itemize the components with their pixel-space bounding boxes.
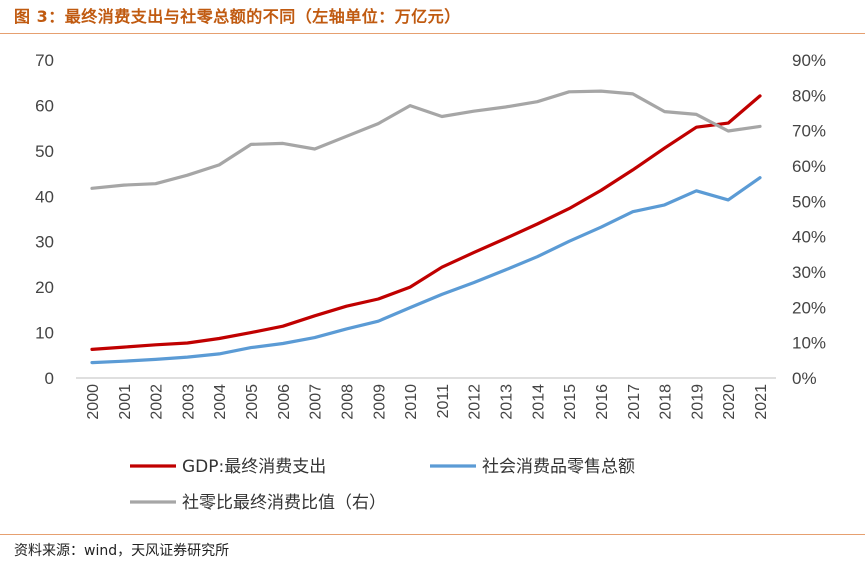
- right-axis-tick-label: 0%: [792, 369, 817, 388]
- x-axis-tick-label: 2020: [721, 384, 738, 420]
- right-axis-tick-label: 60%: [792, 157, 826, 176]
- x-axis-tick-label: 2021: [753, 384, 770, 420]
- legend-label: GDP:最终消费支出: [182, 457, 326, 477]
- figure-title: 图 3：最终消费支出与社零总额的不同（左轴单位：万亿元）: [14, 7, 461, 26]
- right-axis-tick-label: 10%: [792, 334, 826, 353]
- x-axis-tick-label: 2000: [85, 384, 102, 420]
- legend-label: 社会消费品零售总额: [482, 457, 635, 477]
- left-axis-tick-label: 10: [35, 324, 54, 343]
- series-line-1: [90, 94, 762, 351]
- title-divider: [0, 33, 865, 34]
- x-axis-tick-label: 2012: [467, 384, 484, 420]
- right-axis-tick-label: 40%: [792, 228, 826, 247]
- left-axis-tick-label: 50: [35, 142, 54, 161]
- left-y-axis: 0 10 20 30 40 50 60 70: [35, 51, 54, 388]
- x-axis-tick-label: 2015: [562, 384, 579, 420]
- series-lines: [90, 89, 762, 365]
- left-axis-tick-label: 70: [35, 51, 54, 70]
- left-axis-tick-label: 20: [35, 278, 54, 297]
- left-axis-tick-label: 40: [35, 187, 54, 206]
- left-axis-tick-label: 30: [35, 233, 54, 252]
- right-axis-tick-label: 50%: [792, 192, 826, 211]
- x-axis-tick-label: 2014: [530, 384, 547, 420]
- x-axis-tick-label: 2001: [117, 384, 134, 420]
- x-axis: 2000 2001 2002 2003 2004 2005 2006 2007 2008 2009…: [85, 384, 770, 420]
- x-axis-tick-label: 2006: [276, 384, 293, 420]
- series-line-3: [90, 89, 762, 190]
- left-axis-tick-label: 60: [35, 96, 54, 115]
- x-axis-tick-label: 2013: [499, 384, 516, 420]
- x-axis-tick-label: 2011: [435, 384, 452, 419]
- legend-label: 社零比最终消费比值（右）: [182, 493, 386, 513]
- line-chart: 0 10 20 30 40 50 60 70 0% 10% 20% 30% 40% 50% 60% 70% 8…: [35, 51, 826, 513]
- x-axis-tick-label: 2017: [626, 384, 643, 420]
- x-axis-tick-label: 2010: [403, 384, 420, 420]
- series-line-2: [90, 176, 762, 365]
- right-axis-tick-label: 80%: [792, 86, 826, 105]
- right-y-axis: 0% 10% 20% 30% 40% 50% 60% 70% 80% 90%: [792, 51, 826, 388]
- right-axis-tick-label: 20%: [792, 298, 826, 317]
- x-axis-tick-label: 2008: [339, 384, 356, 420]
- x-axis-tick-label: 2007: [308, 384, 325, 420]
- right-axis-tick-label: 30%: [792, 263, 826, 282]
- source-divider: [0, 534, 865, 535]
- x-axis-tick-label: 2019: [689, 384, 706, 420]
- x-axis-tick-label: 2004: [212, 384, 229, 420]
- source-note: 资料来源：wind，天风证券研究所: [14, 543, 230, 559]
- x-axis-tick-label: 2009: [371, 384, 388, 420]
- x-axis-tick-label: 2016: [594, 384, 611, 420]
- right-axis-tick-label: 70%: [792, 122, 826, 141]
- x-axis-tick-label: 2005: [244, 384, 261, 420]
- x-axis-tick-label: 2003: [180, 384, 197, 420]
- x-axis-tick-label: 2002: [149, 384, 166, 420]
- x-axis-tick-label: 2018: [658, 384, 675, 420]
- right-axis-tick-label: 90%: [792, 51, 826, 70]
- left-axis-tick-label: 0: [45, 369, 54, 388]
